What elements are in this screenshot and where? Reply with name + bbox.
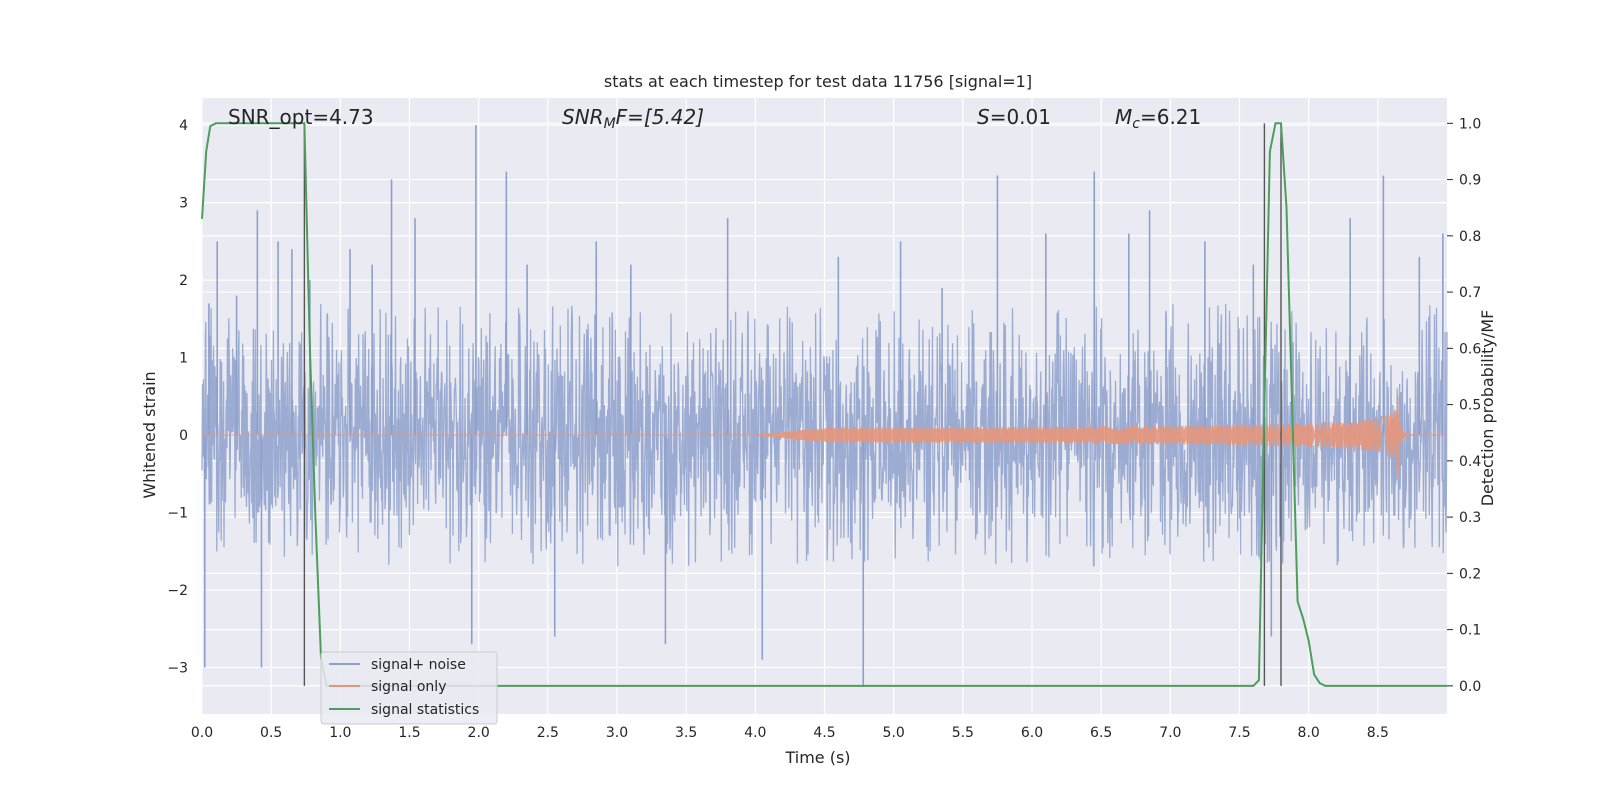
y-tick-label-right: 0.3 bbox=[1459, 510, 1481, 526]
x-tick-label: 2.5 bbox=[537, 725, 559, 741]
annotation-mc-rest: =6.21 bbox=[1140, 105, 1201, 129]
x-tick-label: 5.0 bbox=[883, 725, 905, 741]
series-signal-only bbox=[202, 395, 1448, 478]
x-tick-label: 4.5 bbox=[813, 725, 835, 741]
y-tick-label-right: 0.4 bbox=[1459, 454, 1481, 470]
x-tick-label: 8.0 bbox=[1298, 725, 1320, 741]
chart-title: stats at each timestep for test data 117… bbox=[604, 72, 1032, 91]
y-tick-label-right: 0.9 bbox=[1459, 173, 1481, 189]
y-tick-label-left: 2 bbox=[179, 273, 188, 289]
y-tick-label-left: 0 bbox=[179, 428, 188, 444]
annotation-s: S=0.01 bbox=[977, 105, 1051, 129]
statistics-line bbox=[201, 122, 1447, 687]
chirp-trace bbox=[202, 395, 1448, 478]
x-tick-label: 2.0 bbox=[468, 725, 490, 741]
annotation-snr-mf-sub: M bbox=[604, 116, 616, 132]
annotation-mc-sub: c bbox=[1132, 116, 1140, 132]
x-tick-label: 4.0 bbox=[744, 725, 766, 741]
noise-trace bbox=[201, 303, 1448, 567]
annotation-snr-opt: SNR_opt=4.73 bbox=[228, 105, 374, 129]
y-tick-label-right: 0.8 bbox=[1459, 229, 1481, 245]
legend-box bbox=[320, 651, 498, 725]
y-tick-label-left: −3 bbox=[167, 661, 188, 677]
legend: signal+ noise signal only signal statist… bbox=[320, 651, 498, 725]
x-tick-label: 5.5 bbox=[952, 725, 974, 741]
x-tick-label: 1.5 bbox=[398, 725, 420, 741]
annotation-snr-mf-main: SNR bbox=[562, 105, 604, 129]
y-tick-label-left: 1 bbox=[179, 351, 188, 367]
x-tick-label: 7.0 bbox=[1159, 725, 1181, 741]
x-axis-label: Time (s) bbox=[784, 748, 850, 767]
x-tick-label: 0.5 bbox=[260, 725, 282, 741]
y-tick-label-right: 0.1 bbox=[1459, 623, 1481, 639]
y-tick-label-left: 3 bbox=[179, 196, 188, 212]
y-tick-label-left: 4 bbox=[179, 118, 188, 134]
x-tick-label: 0.0 bbox=[191, 725, 213, 741]
y-tick-label-right: 0.6 bbox=[1459, 341, 1481, 357]
x-tick-label: 1.0 bbox=[329, 725, 351, 741]
y-tick-label-left: −2 bbox=[167, 583, 188, 599]
y-tick-label-right: 1.0 bbox=[1459, 116, 1481, 132]
y-tick-label-right: 0.0 bbox=[1459, 679, 1481, 695]
x-tick-label: 3.5 bbox=[675, 725, 697, 741]
ticks: 0.0 0.5 1.0 1.5 2.0 2.5 3.0 3.5 4.0 4.5 5.0 5.5 6.0 6… bbox=[167, 116, 1481, 741]
y-tick-label-right: 0.7 bbox=[1459, 285, 1481, 301]
y-tick-label-left: −1 bbox=[167, 506, 188, 522]
annotation-mc: Mc=6.21 bbox=[1115, 105, 1201, 132]
y-axis-label-left: Whitened strain bbox=[140, 371, 159, 498]
annotation-s-rest: =0.01 bbox=[990, 105, 1051, 129]
annotation-snr-mf-rest: F=[5.42] bbox=[616, 105, 704, 129]
series-signal-statistics bbox=[201, 122, 1447, 687]
x-tick-label: 8.5 bbox=[1367, 725, 1389, 741]
legend-label-signal-plus-noise: signal+ noise bbox=[371, 657, 466, 673]
annotation-snr-mf: SNRMF=[5.42] bbox=[562, 105, 704, 132]
y-tick-label-right: 0.2 bbox=[1459, 566, 1481, 582]
annotation-s-main: S bbox=[977, 105, 990, 129]
y-axis-label-right: Detection probability/MF bbox=[1478, 310, 1497, 507]
legend-label-signal-statistics: signal statistics bbox=[371, 702, 479, 718]
x-tick-label: 3.0 bbox=[606, 725, 628, 741]
y-tick-label-right: 0.5 bbox=[1459, 398, 1481, 414]
annotation-mc-main: M bbox=[1115, 105, 1132, 129]
x-tick-label: 6.5 bbox=[1090, 725, 1112, 741]
legend-label-signal-only: signal only bbox=[371, 679, 446, 695]
series-signal-plus-noise bbox=[201, 125, 1448, 687]
x-tick-label: 7.5 bbox=[1228, 725, 1250, 741]
x-tick-label: 6.0 bbox=[1021, 725, 1043, 741]
